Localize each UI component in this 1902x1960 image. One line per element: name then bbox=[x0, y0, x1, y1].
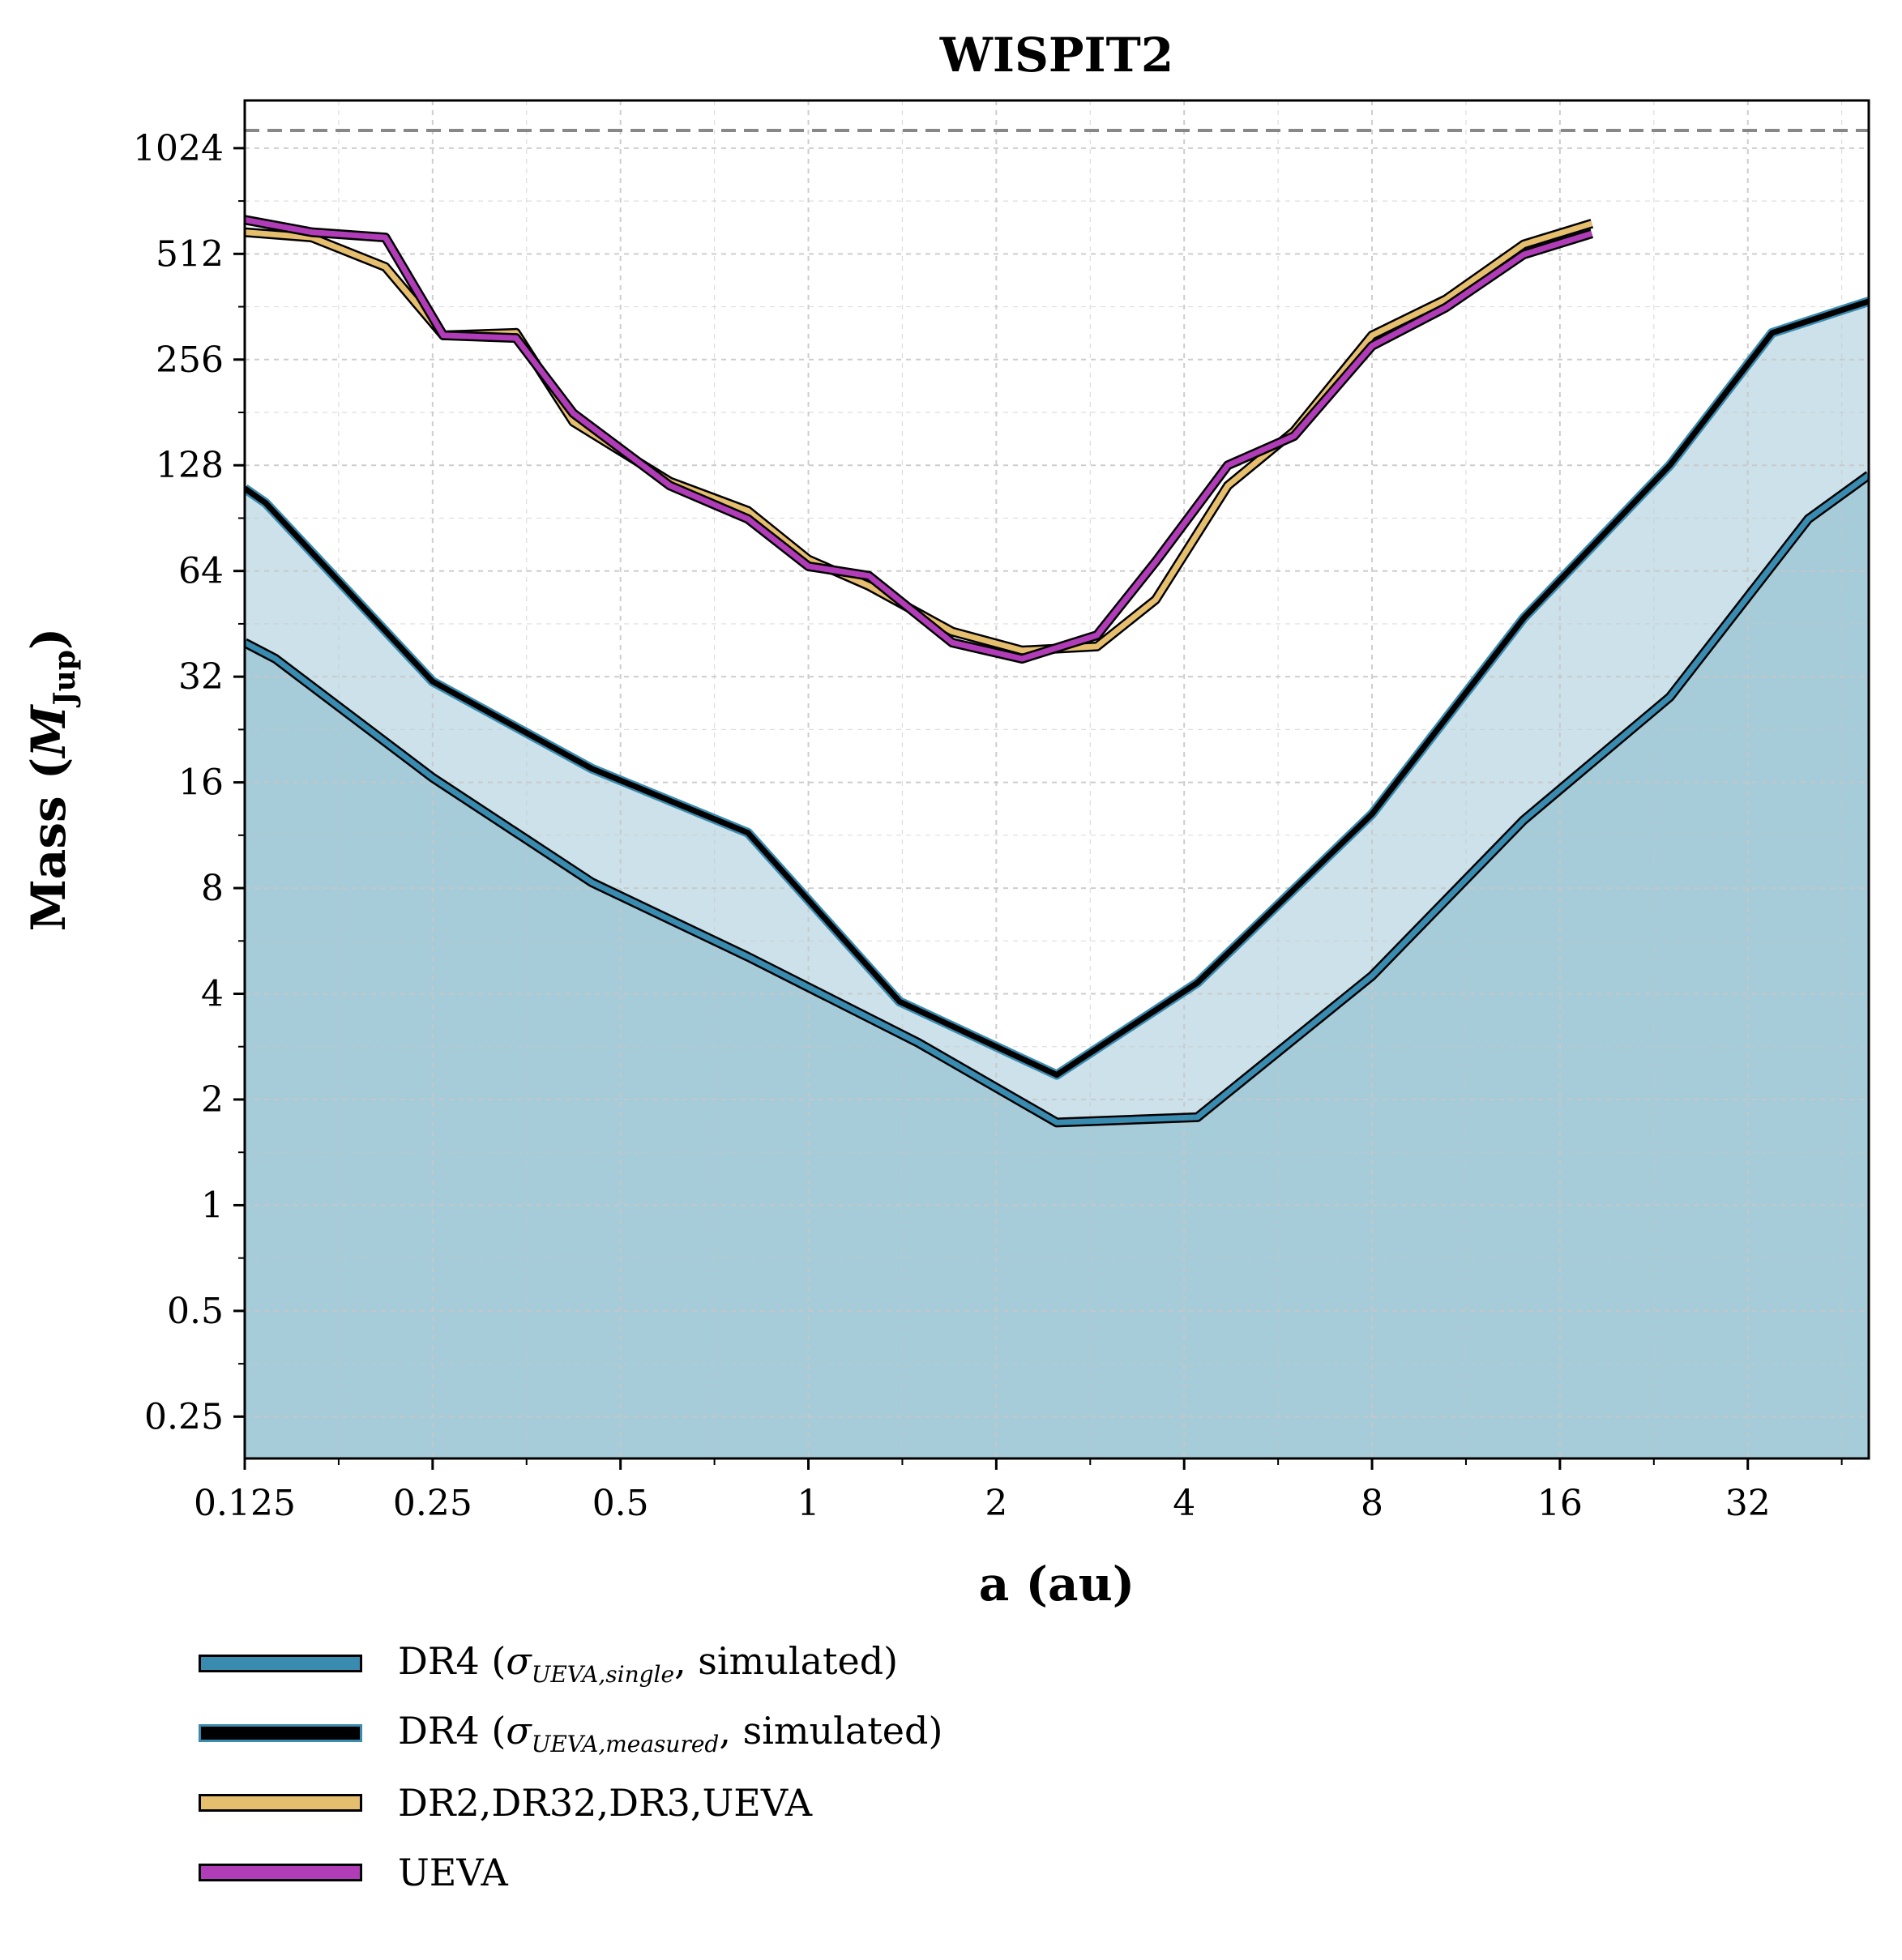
series-line-dr4-measured bbox=[245, 298, 1869, 1078]
plot-frame bbox=[243, 99, 1870, 1460]
y-tick-label: 1024 bbox=[133, 128, 224, 169]
series-layer bbox=[245, 129, 1869, 1128]
y-axis-label: Mass (MJup) bbox=[21, 628, 82, 932]
x-tick-label: 2 bbox=[985, 1483, 1007, 1524]
chart: 0.125 0.25 0.5 1 2 4 8 16 32 0.25 0.5 1 2 4 8 16 32 64 128… bbox=[21, 28, 1870, 1612]
legend-label-ueva: UEVA bbox=[398, 1851, 508, 1894]
x-tick-label: 0.125 bbox=[194, 1483, 296, 1524]
legend-label-symbol: σ bbox=[506, 1708, 532, 1753]
legend-item-dr4-measured: DR4 (σUEVA,measured, simulated) bbox=[199, 1698, 942, 1768]
legend-label-symbol: σ bbox=[506, 1638, 532, 1683]
legend-label-dr2: DR2,DR32,DR3,UEVA bbox=[398, 1781, 813, 1825]
legend: DR4 (σUEVA,single, simulated) DR4 (σUEVA… bbox=[199, 1629, 942, 1907]
fill-dr4-single bbox=[245, 475, 1869, 1458]
x-tick-label: 0.25 bbox=[393, 1483, 472, 1524]
series-line-dr2 bbox=[245, 220, 1593, 654]
legend-label-main: DR4 ( bbox=[398, 1708, 506, 1753]
x-tick-label: 32 bbox=[1725, 1483, 1771, 1524]
y-tick-label: 32 bbox=[178, 656, 224, 698]
legend-label-subscript: UEVA,measured bbox=[531, 1731, 720, 1758]
x-axis-label: a (au) bbox=[979, 1556, 1135, 1612]
tick-layer: 0.125 0.25 0.5 1 2 4 8 16 32 0.25 0.5 1 2 4 8 16 32 64 128… bbox=[133, 128, 1843, 1524]
legend-item-dr4-single: DR4 (σUEVA,single, simulated) bbox=[199, 1629, 942, 1698]
y-tick-label: 64 bbox=[178, 551, 224, 592]
legend-item-ueva: UEVA bbox=[199, 1838, 942, 1907]
y-tick-label: 1 bbox=[201, 1185, 224, 1226]
legend-label-tail: , simulated) bbox=[719, 1708, 943, 1753]
chart-title: WISPIT2 bbox=[939, 28, 1173, 83]
series-line-ueva bbox=[245, 216, 1593, 662]
fill-layer bbox=[245, 301, 1869, 1458]
legend-swatch-ueva bbox=[199, 1864, 362, 1881]
y-tick-label: 0.5 bbox=[167, 1291, 224, 1332]
legend-label-tail: , simulated) bbox=[674, 1638, 899, 1683]
legend-label-main: DR4 ( bbox=[398, 1638, 506, 1683]
y-tick-label: 512 bbox=[156, 233, 224, 275]
x-tick-label: 8 bbox=[1361, 1483, 1383, 1524]
y-axis-label-main: Mass ( bbox=[21, 758, 76, 932]
legend-item-dr2: DR2,DR32,DR3,UEVA bbox=[199, 1768, 942, 1838]
x-tick-label: 0.5 bbox=[592, 1483, 649, 1524]
y-axis-label-subscript: Jup bbox=[48, 650, 82, 707]
y-tick-label: 2 bbox=[201, 1079, 224, 1121]
legend-swatch-dr4-measured bbox=[199, 1724, 362, 1742]
legend-swatch-dr4-single bbox=[199, 1655, 362, 1672]
y-tick-label: 4 bbox=[201, 974, 224, 1015]
y-tick-label: 128 bbox=[156, 445, 224, 486]
y-tick-label: 8 bbox=[201, 868, 224, 909]
series-line-dr4-single bbox=[245, 472, 1869, 1125]
legend-swatch-dr2 bbox=[199, 1794, 362, 1812]
series-line-ueva-outline bbox=[245, 215, 1594, 664]
grid-layer bbox=[245, 100, 1869, 1458]
legend-label-dr4-measured: DR4 (σUEVA,measured, simulated) bbox=[398, 1709, 942, 1757]
legend-label-dr4-single: DR4 (σUEVA,single, simulated) bbox=[398, 1639, 898, 1688]
x-tick-label: 4 bbox=[1173, 1483, 1195, 1524]
x-tick-label: 1 bbox=[797, 1483, 820, 1524]
x-tick-label: 16 bbox=[1537, 1483, 1583, 1524]
y-axis-label-symbol: M bbox=[21, 704, 76, 759]
y-tick-label: 256 bbox=[156, 339, 224, 381]
y-axis-label-close: ) bbox=[21, 628, 76, 650]
y-tick-label: 0.25 bbox=[144, 1396, 224, 1437]
series-line-dr2-outline bbox=[245, 219, 1594, 655]
legend-label-subscript: UEVA,single bbox=[531, 1661, 675, 1689]
y-tick-label: 16 bbox=[178, 762, 224, 804]
